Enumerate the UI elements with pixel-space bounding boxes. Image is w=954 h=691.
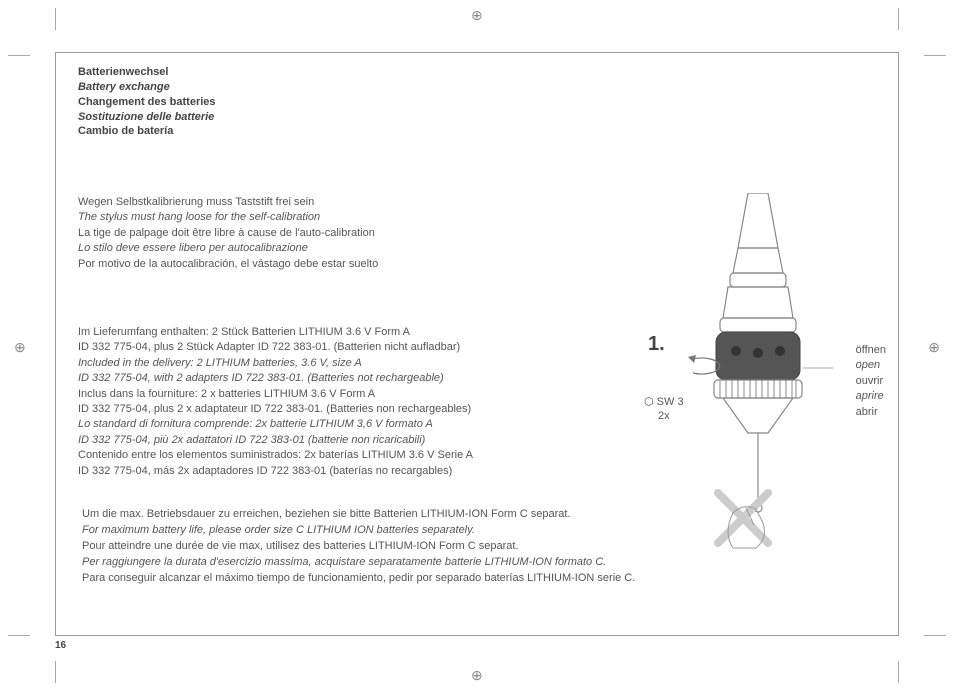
crop-mark (8, 635, 30, 636)
calib-en: The stylus must hang loose for the self-… (78, 210, 378, 225)
probe-svg (638, 193, 878, 563)
maxlife-en: For maximum battery life, please order s… (82, 523, 635, 539)
calib-it: Lo stilo deve essere libero per autocali… (78, 241, 378, 256)
heading-fr: Changement des batteries (78, 95, 216, 110)
calib-fr: La tige de palpage doit être libre à cau… (78, 226, 378, 241)
calib-es: Por motivo de la autocalibración, el vás… (78, 257, 378, 272)
deliv-it2: ID 332 775-04, più 2x adattatori ID 722 … (78, 433, 473, 448)
maxlife-de: Um die max. Betriebsdauer zu erreichen, … (82, 507, 635, 523)
deliv-es1: Contenido entre los elementos suministra… (78, 448, 473, 463)
crop-mark (924, 55, 946, 56)
registration-mark-left: ⊕ (14, 339, 26, 356)
crop-mark (898, 8, 899, 30)
heading-en: Battery exchange (78, 80, 216, 95)
deliv-it1: Lo standard di fornitura comprende: 2x b… (78, 417, 473, 432)
crop-mark (898, 661, 899, 683)
deliv-de1: Im Lieferumfang enthalten: 2 Stück Batte… (78, 325, 473, 340)
deliv-de2: ID 332 775-04, plus 2 Stück Adapter ID 7… (78, 340, 473, 355)
calibration-block: Wegen Selbstkalibrierung muss Taststift … (78, 195, 378, 272)
crop-mark (8, 55, 30, 56)
delivery-block: Im Lieferumfang enthalten: 2 Stück Batte… (78, 325, 473, 479)
open-it: aprire (856, 389, 886, 404)
hex-sw: SW 3 (657, 396, 684, 408)
calib-de: Wegen Selbstkalibrierung muss Taststift … (78, 195, 378, 210)
heading-es: Cambio de batería (78, 124, 216, 139)
deliv-es2: ID 332 775-04, más 2x adaptadores ID 722… (78, 464, 473, 479)
page-frame: Batterienwechsel Battery exchange Change… (55, 52, 899, 636)
registration-mark-right: ⊕ (928, 339, 940, 356)
hex-wrench-label: ⬡ SW 3 2x (644, 395, 684, 424)
open-de: öffnen (856, 343, 886, 358)
deliv-fr2: ID 332 775-04, plus 2 x adaptateur ID 72… (78, 402, 473, 417)
open-fr: ouvrir (856, 374, 886, 389)
registration-mark-top: ⊕ (471, 7, 483, 24)
open-es: abrir (856, 405, 886, 420)
crop-mark (55, 8, 56, 30)
heading-block: Batterienwechsel Battery exchange Change… (78, 65, 216, 139)
open-en: open (856, 358, 886, 373)
probe-diagram: 1. ⬡ SW 3 2x öffnen open ouvrir aprire a… (638, 193, 878, 563)
crop-mark (924, 635, 946, 636)
deliv-en1: Included in the delivery: 2 LITHIUM batt… (78, 356, 473, 371)
heading-de: Batterienwechsel (78, 65, 216, 80)
maxlife-fr: Pour atteindre une durée de vie max, uti… (82, 539, 635, 555)
page-number: 16 (55, 640, 66, 651)
deliv-en2: ID 332 775-04, with 2 adapters ID 722 38… (78, 371, 473, 386)
maxlife-es: Para conseguir alcanzar el máximo tiempo… (82, 571, 635, 587)
hex-count: 2x (658, 410, 670, 422)
maxlife-it: Per raggiungere la durata d'esercizio ma… (82, 555, 635, 571)
registration-mark-bottom: ⊕ (471, 667, 483, 684)
deliv-fr1: Inclus dans la fourniture: 2 x batteries… (78, 387, 473, 402)
open-label-block: öffnen open ouvrir aprire abrir (856, 343, 886, 420)
step-number: 1. (648, 333, 665, 356)
heading-it: Sostituzione delle batterie (78, 110, 216, 125)
crop-mark (55, 661, 56, 683)
maxlife-block: Um die max. Betriebsdauer zu erreichen, … (82, 507, 635, 587)
